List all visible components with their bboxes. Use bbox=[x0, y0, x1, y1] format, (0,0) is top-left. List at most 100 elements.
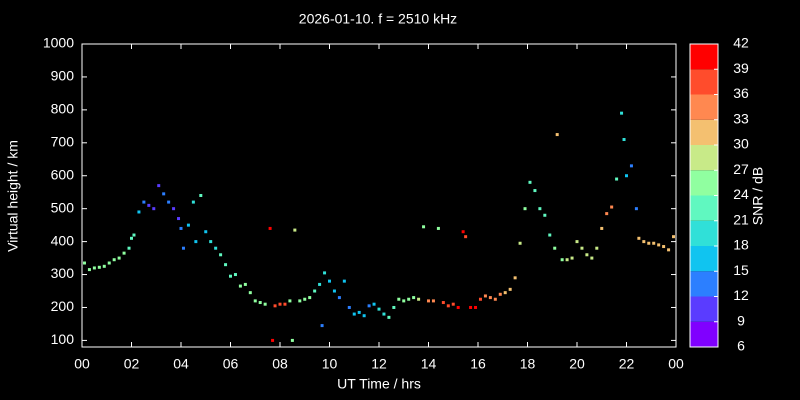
data-point bbox=[498, 292, 502, 296]
data-point bbox=[263, 302, 267, 306]
data-point bbox=[387, 315, 391, 319]
colorbar-band bbox=[690, 220, 718, 246]
data-point bbox=[441, 301, 445, 305]
data-point bbox=[142, 200, 146, 204]
chart-title: 2026-01-10. f = 2510 kHz bbox=[299, 11, 457, 27]
colorbar-tick-label: 9 bbox=[737, 312, 745, 328]
data-point bbox=[503, 291, 507, 295]
colorbar-band bbox=[690, 296, 718, 322]
data-point bbox=[464, 235, 468, 239]
data-point bbox=[565, 258, 569, 262]
data-point bbox=[137, 210, 141, 214]
data-point bbox=[446, 304, 450, 308]
colorbar-band bbox=[690, 195, 718, 221]
colorbar-tick-label: 18 bbox=[733, 237, 749, 253]
data-point bbox=[436, 226, 440, 230]
x-axis-label: UT Time / hrs bbox=[337, 376, 421, 392]
data-point bbox=[533, 189, 537, 193]
data-point bbox=[523, 207, 527, 211]
data-point bbox=[122, 251, 126, 255]
data-point bbox=[204, 230, 208, 234]
data-point bbox=[258, 301, 262, 305]
y-tick-label: 500 bbox=[51, 199, 75, 215]
data-point bbox=[652, 241, 656, 245]
data-point bbox=[451, 302, 455, 306]
colorbar-tick-label: 36 bbox=[733, 85, 749, 101]
data-point bbox=[352, 312, 356, 316]
data-point bbox=[483, 294, 487, 298]
data-point bbox=[167, 200, 171, 204]
data-point bbox=[629, 164, 633, 168]
data-point bbox=[372, 302, 376, 306]
data-point bbox=[620, 111, 624, 115]
data-point bbox=[320, 324, 324, 328]
data-point bbox=[278, 302, 282, 306]
data-point bbox=[553, 246, 557, 250]
data-point bbox=[233, 273, 237, 277]
data-point bbox=[107, 261, 111, 265]
data-point bbox=[238, 284, 242, 288]
data-point bbox=[570, 256, 574, 260]
colorbar-tick-label: 42 bbox=[733, 35, 749, 51]
data-point bbox=[313, 289, 317, 293]
y-tick-label: 400 bbox=[51, 232, 75, 248]
data-point bbox=[318, 282, 322, 286]
data-point bbox=[528, 180, 532, 184]
data-point bbox=[657, 243, 661, 247]
data-point bbox=[337, 296, 341, 300]
data-point bbox=[209, 240, 213, 244]
data-point bbox=[219, 253, 223, 257]
data-point bbox=[152, 207, 156, 211]
data-point bbox=[273, 304, 277, 308]
y-tick-label: 100 bbox=[51, 331, 75, 347]
data-point bbox=[662, 245, 666, 249]
data-point bbox=[548, 233, 552, 237]
data-point bbox=[637, 236, 641, 240]
x-tick-label: 08 bbox=[272, 356, 288, 372]
colorbar-tick-label: 27 bbox=[733, 161, 749, 177]
data-point bbox=[308, 296, 312, 300]
data-point bbox=[672, 235, 676, 239]
data-point bbox=[102, 264, 106, 268]
data-point bbox=[417, 297, 421, 301]
data-point bbox=[667, 248, 671, 252]
data-point bbox=[179, 226, 183, 230]
data-point bbox=[575, 240, 579, 244]
data-point bbox=[332, 289, 336, 293]
colorbar-band bbox=[690, 321, 718, 347]
data-point bbox=[157, 184, 161, 188]
data-point bbox=[642, 240, 646, 244]
data-point bbox=[508, 287, 512, 291]
x-tick-label: 16 bbox=[470, 356, 486, 372]
data-point bbox=[555, 133, 559, 137]
data-point bbox=[377, 307, 381, 311]
x-tick-label: 14 bbox=[421, 356, 437, 372]
y-tick-label: 1000 bbox=[43, 35, 74, 51]
data-point bbox=[82, 261, 86, 265]
data-point bbox=[427, 299, 430, 303]
data-point bbox=[493, 297, 497, 301]
colorbar-tick-label: 21 bbox=[733, 211, 749, 227]
colorbar-label: SNR / dB bbox=[750, 167, 766, 225]
y-axis-label: Virtual height / km bbox=[5, 140, 21, 252]
data-point bbox=[229, 274, 232, 278]
x-tick-label: 00 bbox=[668, 356, 684, 372]
colorbar-tick-label: 24 bbox=[733, 186, 749, 202]
data-point bbox=[172, 207, 176, 211]
y-tick-label: 200 bbox=[51, 298, 75, 314]
data-point bbox=[117, 256, 121, 260]
data-point bbox=[147, 203, 151, 207]
data-point bbox=[293, 228, 297, 232]
data-point bbox=[474, 305, 478, 309]
data-point bbox=[367, 304, 371, 308]
x-tick-label: 10 bbox=[322, 356, 338, 372]
colorbar-tick-label: 15 bbox=[733, 262, 749, 278]
data-point bbox=[328, 279, 331, 283]
data-point bbox=[253, 299, 257, 303]
data-point bbox=[461, 230, 465, 234]
colorbar-tick-label: 39 bbox=[733, 60, 749, 76]
data-point bbox=[181, 246, 185, 250]
data-point bbox=[87, 268, 91, 272]
data-point bbox=[397, 297, 401, 301]
